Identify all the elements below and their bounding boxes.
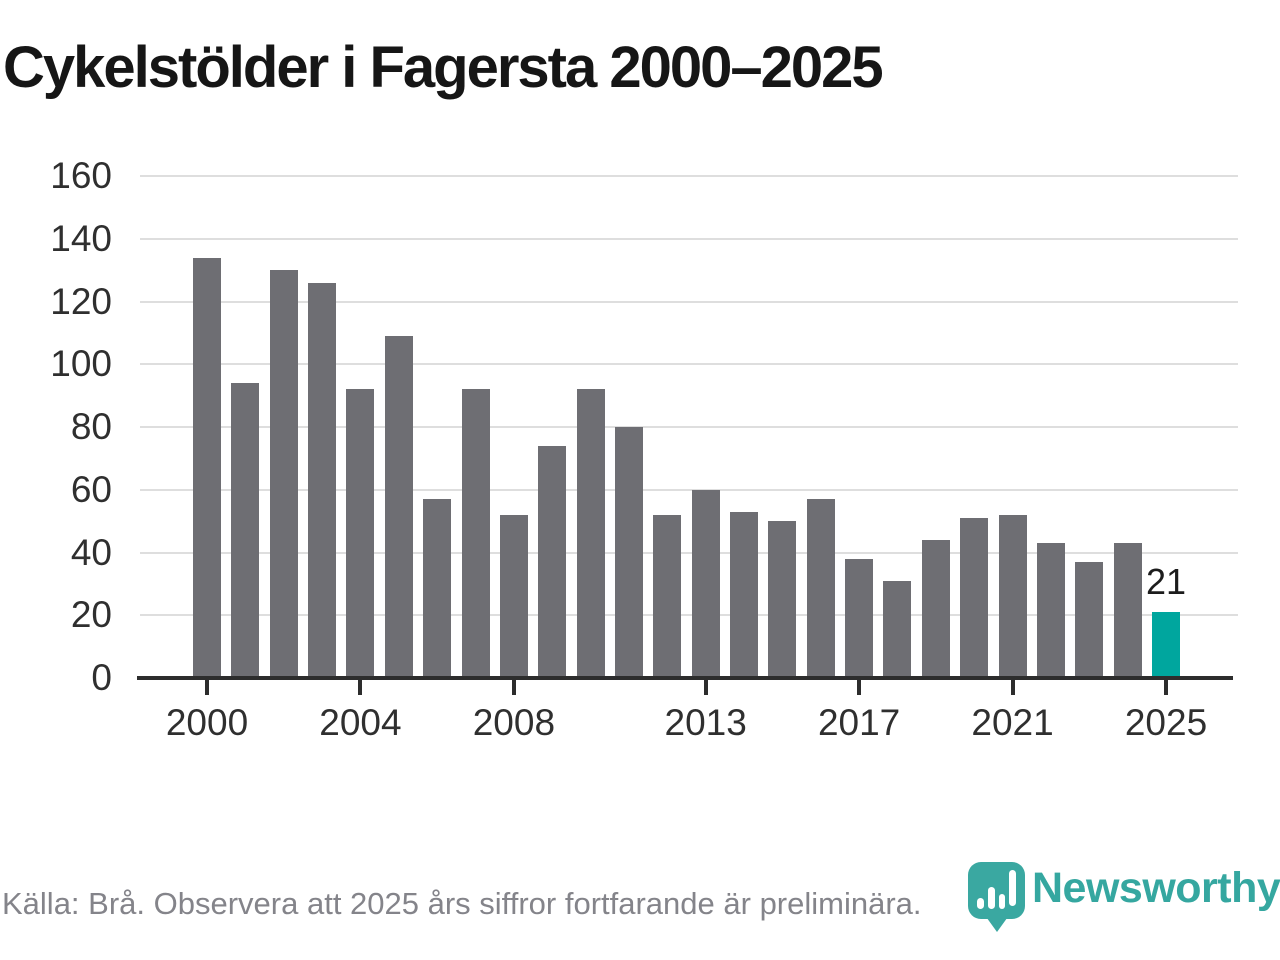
x-tick-label-2017: 2017: [817, 702, 901, 743]
x-tick-2004: [358, 680, 363, 695]
bar-2021: [998, 514, 1027, 678]
x-tick-2021: [1010, 680, 1015, 695]
bar-2025: [1152, 612, 1180, 678]
plot-area: 21 2000 2004 2008 2013 2017 2021 2025: [137, 175, 1238, 743]
x-tick-label-2008: 2008: [472, 702, 556, 743]
newsworthy-logo: Newsworthy: [968, 862, 1280, 932]
gridline-100: [140, 363, 1238, 366]
x-tick-2017: [857, 680, 862, 695]
logo-text: Newsworthy: [1032, 864, 1280, 912]
x-tick-2025: [1164, 680, 1168, 695]
y-tick-label-160: 160: [50, 155, 112, 196]
bar-2020: [960, 518, 989, 678]
y-tick-label-100: 100: [50, 343, 112, 385]
bar-2010: [576, 389, 605, 678]
x-tick-label-2021: 2021: [971, 702, 1054, 743]
y-tick-label-20: 20: [70, 594, 112, 636]
map-pin-bar-chart-icon: [968, 862, 1025, 932]
bar-2002: [269, 270, 298, 678]
highlight-value-label: 21: [1145, 561, 1187, 603]
bar-2003: [308, 282, 337, 678]
x-tick-2008: [511, 680, 516, 695]
y-tick-label-40: 40: [70, 531, 112, 573]
bar-2012: [653, 514, 682, 678]
chart-title: Cykelstölder i Fagersta 2000–2025: [3, 35, 884, 100]
bar-2001: [231, 383, 260, 678]
x-tick-label-2000: 2000: [165, 702, 249, 743]
bar-2008: [499, 514, 528, 678]
gridline-60: [140, 488, 1238, 491]
x-tick-label-2013: 2013: [664, 702, 747, 743]
bar-2023: [1075, 561, 1104, 678]
bar-2013: [691, 489, 720, 678]
bar-2014: [730, 511, 759, 678]
bar-2017: [845, 558, 874, 678]
y-tick-label-60: 60: [70, 468, 112, 510]
x-axis-line: [137, 676, 1233, 680]
gridline-140: [140, 237, 1238, 240]
y-tick-label-140: 140: [50, 217, 112, 259]
bar-2022: [1036, 543, 1065, 678]
bar-2016: [806, 499, 835, 678]
bar-2005: [384, 336, 413, 678]
bar-2015: [768, 521, 797, 678]
gridline-80: [140, 426, 1238, 428]
gridline-40: [140, 551, 1238, 554]
y-tick-label-120: 120: [50, 280, 112, 322]
bar-2007: [461, 389, 490, 678]
bar-2009: [538, 445, 567, 678]
x-tick-label-2004: 2004: [319, 702, 402, 743]
gridline-120: [140, 300, 1238, 303]
bar-2024: [1113, 543, 1142, 678]
y-tick-label-80: 80: [70, 406, 112, 447]
gridline-20: [140, 614, 1238, 617]
source-note: Källa: Brå. Observera att 2025 års siffr…: [2, 886, 922, 921]
bar-2000: [193, 257, 221, 678]
y-tick-label-0: 0: [91, 657, 112, 698]
bar-2018: [883, 580, 912, 678]
bar-2019: [921, 539, 950, 678]
bar-2004: [346, 389, 375, 678]
bar-2006: [423, 499, 452, 678]
x-tick-2013: [703, 680, 708, 695]
gridline-160: [140, 175, 1238, 177]
x-tick-2000: [205, 680, 209, 695]
x-tick-label-2025: 2025: [1124, 702, 1208, 743]
bar-2011: [614, 427, 643, 678]
